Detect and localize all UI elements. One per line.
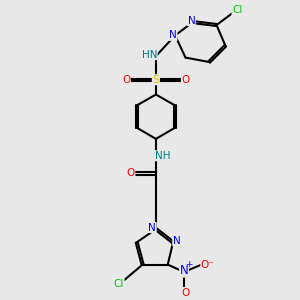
Text: N: N (148, 223, 156, 232)
Text: NH: NH (155, 151, 170, 161)
Text: O: O (122, 75, 130, 85)
Text: O⁻: O⁻ (201, 260, 214, 270)
Text: O: O (127, 169, 135, 178)
Text: N: N (188, 16, 195, 26)
Text: Cl: Cl (114, 279, 124, 289)
Text: +: + (186, 260, 193, 269)
Text: O: O (182, 75, 190, 85)
Text: O: O (182, 288, 190, 298)
Text: HN: HN (142, 50, 157, 60)
Text: N: N (169, 30, 177, 40)
Text: S: S (152, 75, 160, 85)
Text: Cl: Cl (232, 5, 242, 15)
Text: N: N (173, 236, 181, 246)
Text: N: N (180, 264, 188, 277)
